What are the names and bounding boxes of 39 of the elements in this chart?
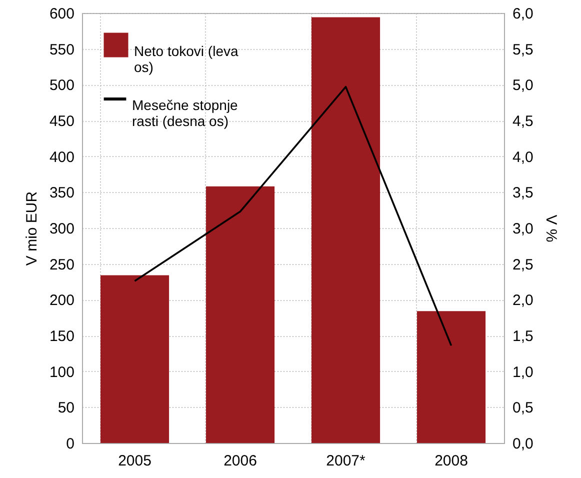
y-tick-label: 500 — [49, 77, 74, 94]
y2-tick-label: 0,5 — [512, 400, 534, 417]
x-tick-label: 2005 — [118, 452, 152, 470]
y2-tick-label: 5,0 — [512, 77, 534, 94]
x-tick-label: 2007* — [326, 452, 366, 470]
y-tick-label: 600 — [49, 6, 74, 22]
y-tick-label: 450 — [49, 113, 74, 130]
legend-label: Neto tokovi (leva os) — [134, 43, 238, 75]
x-tick-label: 2006 — [224, 452, 257, 470]
y-tick-label: 100 — [49, 364, 74, 381]
y2-tick-label: 6,0 — [512, 6, 534, 22]
x-tick-label: 2008 — [434, 452, 468, 470]
y-tick-label: 250 — [49, 256, 74, 274]
line-series — [134, 86, 452, 346]
y2-tick-label: 2,5 — [512, 256, 534, 274]
y-tick-label: 550 — [49, 41, 74, 58]
y-tick-label: 200 — [49, 292, 74, 310]
y-tick-label: 50 — [58, 400, 74, 417]
y2-tick-label: 4,5 — [512, 113, 534, 130]
y2-tick-label: 1,0 — [512, 364, 534, 381]
y2-tick-label: 3,0 — [512, 220, 534, 238]
y-axis-title: V mio EUR — [23, 191, 40, 266]
y-tick-label: 300 — [49, 220, 74, 238]
y-tick-label: 400 — [49, 148, 74, 166]
legend-label: Mesečne stopnje rasti (desna os) — [132, 97, 238, 129]
y2-tick-label: 5,5 — [512, 41, 534, 58]
bar — [416, 311, 486, 443]
y-tick-label: 150 — [49, 328, 74, 345]
y2-axis-title: V % — [542, 214, 560, 242]
y2-tick-label: 2,0 — [512, 292, 534, 310]
y2-tick-label: 0,0 — [512, 436, 534, 452]
y2-tick-label: 1,5 — [512, 328, 534, 345]
bar — [311, 17, 380, 443]
y-tick-label: 0 — [66, 436, 74, 452]
bar — [100, 275, 170, 443]
bar — [206, 186, 275, 443]
y-tick-label: 350 — [49, 184, 74, 202]
y2-tick-label: 4,0 — [512, 148, 534, 166]
y2-tick-label: 3,5 — [512, 184, 534, 202]
